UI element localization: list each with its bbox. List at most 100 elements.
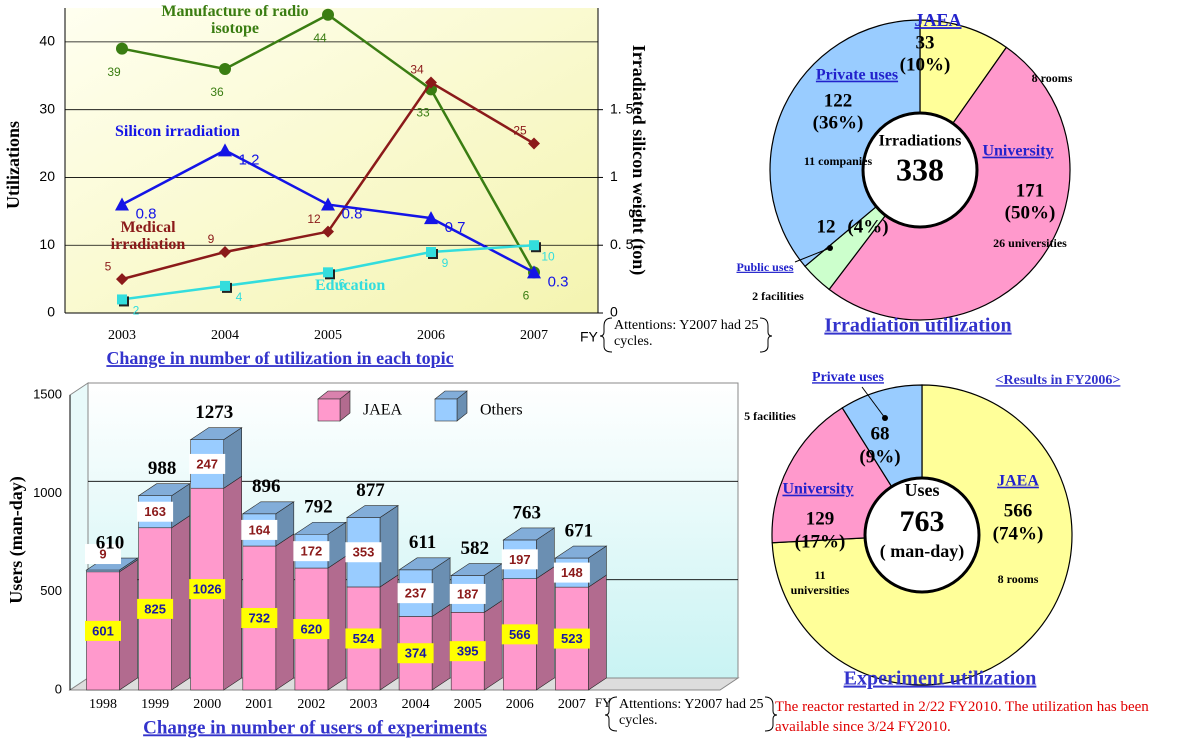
value-label-box [241,608,278,629]
value-label-box [449,641,486,662]
value-label: 0.7 [445,219,466,236]
total-label: 896 [252,476,281,497]
value-label-box [449,583,486,604]
value-label: 9 [208,232,215,246]
value-label: 247 [196,456,218,471]
segment-detail: 8 rooms [998,572,1039,586]
bar-side [588,574,607,691]
value-label: 4 [236,290,243,304]
total-label: 792 [304,497,333,518]
value-label-box [345,542,382,563]
value-label-box [189,453,226,474]
point [528,137,540,150]
segment-detail: 2 facilities [752,289,804,303]
bar-side [535,566,555,691]
x-tick-label: 2004 [402,697,430,712]
y-tick-label: 1500 [33,386,62,401]
point [219,63,231,75]
y2-tick-label: 1. 5 [610,100,634,116]
value-label: 34 [410,63,424,77]
value-label: 566 [509,627,531,642]
bar-top [293,521,347,535]
value-label: 523 [561,631,583,646]
series-name: Medical irradiation [110,219,186,253]
bar-top [502,527,556,541]
value-label-box [137,598,174,619]
x-tick-label: 1999 [141,697,169,712]
x-tick-label: 2003 [350,697,378,712]
segment-value: 129 [806,508,835,529]
y-axis-label: Users (man-day) [6,476,27,604]
center-center_label: Uses [905,480,940,500]
value-label: 6 [523,289,530,303]
x-tick-label: 2005 [454,697,482,712]
bar-side [275,533,295,691]
segment-value: 12 [817,216,836,237]
value-label-box [553,562,590,583]
total-label: 1273 [195,402,233,423]
value-label: 9 [442,256,449,270]
donut-hole [861,111,979,229]
x-axis-unit: FY [595,695,612,710]
bar-side [171,515,190,691]
value-label: 524 [353,631,375,646]
value-label: 25 [513,124,527,138]
segment-percent: (17%) [795,531,846,552]
value-label: 39 [107,65,121,79]
donut-segment [769,19,921,268]
point [424,211,438,225]
bar-side [327,555,347,691]
y-tick-label: 1000 [33,485,62,500]
x-tick-label: 2006 [417,328,445,343]
segment-percent: (4%) [847,216,888,237]
series-name: Manufacture of radio isotope [161,3,309,37]
segment-detail: 11 companies [803,154,873,168]
bar-side [431,603,451,691]
series-name: Silicon irradiation [115,123,240,140]
segment-value: 68 [871,423,890,444]
total-label: 611 [409,532,436,553]
value-label: 1.2 [239,151,260,168]
total-label: 877 [356,480,385,501]
value-label: 164 [248,522,270,537]
segment-percent: (10%) [900,54,951,75]
callout [861,386,886,419]
value-label: 237 [405,586,427,601]
left-wall [69,382,89,691]
y-tick-label: 40 [39,33,55,49]
value-label: 0.8 [136,206,157,223]
chart-title: Experiment utilization [844,668,1037,690]
value-label: 36 [210,85,224,99]
callout [794,247,831,263]
total-label: 988 [148,458,177,479]
value-label-box [293,619,330,640]
segment-detail: 5 facilities [744,409,796,423]
value-label-box [501,549,538,570]
point [115,197,129,211]
value-label-box [553,628,590,649]
value-label: 44 [313,31,327,45]
value-label: 374 [405,646,427,661]
callout-dot [882,415,888,421]
point [529,240,539,251]
value-label: 12 [307,212,321,226]
segment-name: JAEA [997,473,1039,490]
segment-value: 171 [1016,180,1045,201]
bar-top [398,557,452,571]
y-tick-label: 20 [39,168,55,184]
x-tick-label: 2007 [558,697,586,712]
chart-title: Change in number of users of experiments [143,717,487,738]
value-label: 5 [105,259,112,273]
point [220,280,230,291]
value-label: 172 [301,544,323,559]
value-label-box [397,643,434,664]
point [425,76,437,89]
bar-side [379,504,399,588]
bar-top [554,545,608,559]
segment-name: Public uses [736,260,793,274]
note: Attentions: Y2007 had 25 cycles. [619,697,764,728]
x-tick-label: 2006 [506,697,534,712]
segment-name: Private uses [816,67,898,84]
center-center_unit: ( man-day) [880,541,965,562]
